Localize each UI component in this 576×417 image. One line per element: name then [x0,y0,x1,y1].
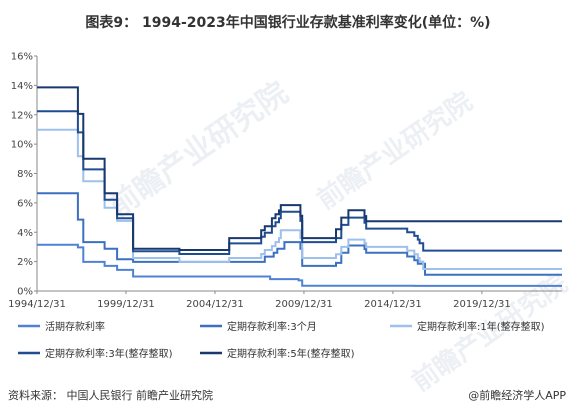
plot-area: 0% 2% 4% 6% 8% 10% 12% 14% 16% 1994/12/31 1999/12/… [8,52,562,310]
legend: 活期存款利率 定期存款利率:3个月 定期存款利率:1年(整存整取) 定期存款利率:3年… [18,320,545,360]
legend-item: 定期存款利率:3个月 [200,320,317,333]
series-line-3 [37,128,562,270]
legend-label: 定期存款利率:3年(整存整取) [45,347,173,360]
y-tick-label: 10% [11,140,33,151]
x-tick-label: 2014/12/31 [364,299,422,310]
legend-label: 定期存款利率:3个月 [227,320,317,333]
y-tick-label: 12% [11,110,33,121]
watermark-text: 前瞻产业研究院 [103,75,295,224]
legend-item: 定期存款利率:3年(整存整取) [18,347,173,360]
y-tick-label: 6% [17,198,33,209]
y-tick-label: 14% [11,81,33,92]
legend-item: 定期存款利率:5年(整存整取) [200,347,355,360]
y-tick-label: 0% [17,287,33,298]
legend-item: 定期存款利率:1年(整存整取) [390,320,545,333]
x-tick-label: 2019/12/31 [453,299,511,310]
legend-label: 定期存款利率:1年(整存整取) [417,320,545,333]
series-line-1 [37,243,562,287]
series-line-5 [37,86,562,251]
series-lines [37,86,562,287]
x-tick-label: 2009/12/31 [275,299,333,310]
credit-note: @前瞻经济学人APP [468,388,566,402]
y-tick-label: 2% [17,257,33,268]
watermark-text: 前瞻产业研究院 [311,86,478,216]
x-tick-label: 2004/12/31 [186,299,244,310]
x-tick-label: 1999/12/31 [97,299,155,310]
legend-label: 定期存款利率:5年(整存整取) [227,347,355,360]
y-tick-label: 4% [17,228,33,239]
y-tick-label: 16% [11,52,33,63]
series-line-4 [37,110,562,255]
source-note: 资料来源： 中国人民银行 前瞻产业研究院 [8,388,213,402]
x-tick-label: 1994/12/31 [8,299,66,310]
legend-label: 活期存款利率 [45,320,105,333]
legend-item: 活期存款利率 [18,320,105,333]
chart-title: 图表9： 1994-2023年中国银行业存款基准利率变化(单位：%) [85,14,490,31]
y-tick-label: 8% [17,169,33,180]
